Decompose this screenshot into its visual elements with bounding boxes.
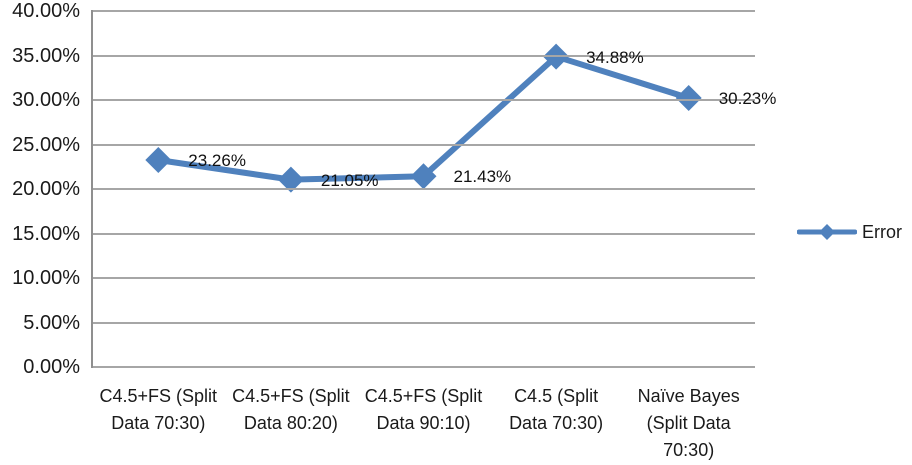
y-tick-label: 15.00% (12, 222, 80, 245)
y-tick-label: 20.00% (12, 178, 80, 200)
diamond-marker-icon (145, 146, 172, 173)
gridline (92, 232, 755, 235)
x-category-label: C4.5 (Split Data 70:30) (509, 386, 604, 433)
diamond-marker-icon (277, 166, 304, 193)
gridline (92, 366, 755, 368)
gridline (92, 143, 755, 146)
y-tick-label: 35.00% (12, 44, 80, 67)
legend-label: Error (862, 221, 902, 242)
y-tick-label: 10.00% (12, 267, 80, 289)
legend: Error (797, 219, 902, 245)
data-label: 34.88% (586, 47, 644, 67)
data-label: 30.23% (718, 88, 777, 108)
x-category-label: C4.5+FS (Split Data 80:20) (232, 386, 350, 433)
y-tick-label: 25.00% (12, 133, 80, 156)
diamond-marker-icon (410, 163, 437, 190)
diamond-marker-icon (675, 84, 702, 111)
gridline (92, 321, 755, 324)
data-label: 21.43% (453, 167, 512, 187)
y-tick-label: 40.00% (12, 0, 80, 22)
y-tick-label: 30.00% (12, 89, 80, 111)
legend-line-marker-icon (797, 224, 857, 240)
gridline (92, 277, 755, 279)
y-tick-label: 0.00% (23, 356, 80, 378)
y-axis-line (91, 10, 93, 368)
diamond-marker-icon (543, 43, 570, 70)
x-category-label: Naïve Bayes (Split Data 70:30) (637, 386, 740, 460)
legend-diamond-icon (819, 224, 835, 240)
y-tick-label: 5.00% (23, 311, 80, 334)
data-label: 21.05% (320, 170, 379, 190)
data-label: 23.26% (188, 150, 246, 170)
gridline (92, 99, 755, 101)
x-category-label: C4.5+FS (Split Data 90:10) (364, 386, 483, 433)
gridline (92, 188, 755, 190)
x-category-label: C4.5+FS (Split Data 70:30) (99, 386, 218, 433)
gridline (92, 54, 755, 57)
gridline (92, 10, 755, 12)
